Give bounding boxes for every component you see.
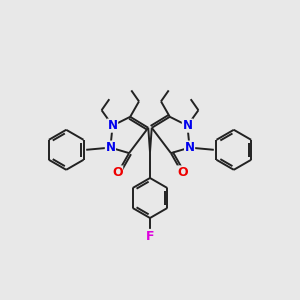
Text: O: O xyxy=(112,166,123,179)
Text: N: N xyxy=(182,119,192,132)
Text: N: N xyxy=(108,119,118,132)
Text: F: F xyxy=(146,230,154,242)
Text: O: O xyxy=(177,166,188,179)
Text: N: N xyxy=(105,141,116,154)
Text: N: N xyxy=(184,141,195,154)
